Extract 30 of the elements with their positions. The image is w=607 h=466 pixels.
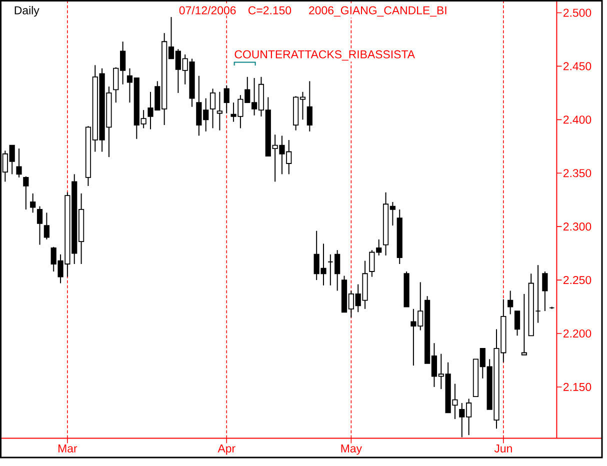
candlestick <box>30 192 36 214</box>
x-tick-label: Jun <box>494 444 512 452</box>
x-tick-label: May <box>341 444 362 455</box>
candlestick <box>508 290 514 315</box>
annotation: COUNTERATTACKS_RIBASSISTA <box>234 50 415 61</box>
candlestick <box>23 176 29 210</box>
candlestick <box>521 293 527 356</box>
y-tick-label: 2.300 <box>563 222 592 231</box>
candlestick <box>224 84 230 114</box>
chart-subtitle: 07/12/2006 <box>179 6 236 14</box>
candlestick <box>210 88 216 129</box>
y-tick-label: 2.400 <box>563 116 592 124</box>
y-tick-label: 2.450 <box>563 62 592 70</box>
candlestick <box>36 206 43 246</box>
x-tick-label: Apr <box>218 444 236 455</box>
x-tick-label: Mar <box>58 444 78 452</box>
y-tick-label: 2.250 <box>563 276 592 284</box>
annotation: C=2.150 <box>248 6 292 14</box>
y-tick-label: 2.500 <box>563 8 592 17</box>
y-tick-label: 2.200 <box>563 329 592 338</box>
y-tick-label: 2.350 <box>563 169 592 178</box>
y-tick-label: 2.150 <box>563 382 592 392</box>
candlestick <box>542 270 548 312</box>
annotation: 2006_GIANG_CANDLE_BI <box>309 6 446 17</box>
candlestick <box>306 80 312 132</box>
candlestick <box>44 212 50 240</box>
candlestick <box>514 310 520 336</box>
candlestick <box>16 148 22 178</box>
candlestick <box>216 91 222 131</box>
chart-title: Daily <box>14 6 40 17</box>
